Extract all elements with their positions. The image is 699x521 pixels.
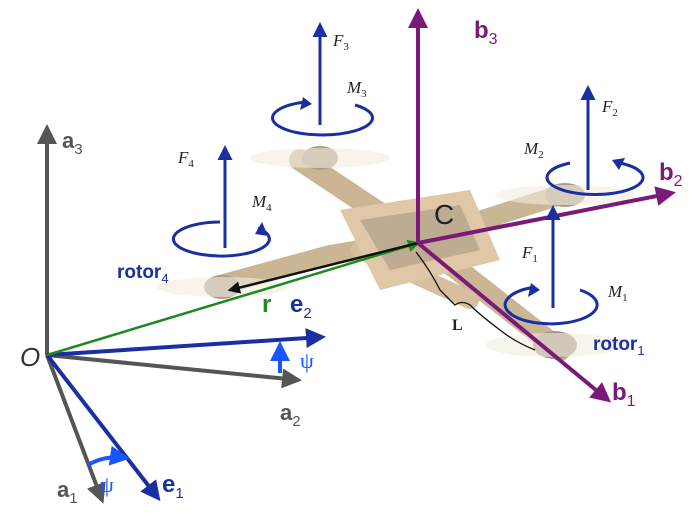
M3-label: M3 bbox=[346, 78, 367, 100]
rotor4-group bbox=[171, 145, 271, 258]
origin-label: O bbox=[20, 342, 40, 372]
b1-axis-arrow bbox=[416, 241, 612, 403]
e1-label: e1 bbox=[162, 471, 184, 502]
psi-label-e2: ψ bbox=[300, 348, 314, 373]
M1-moment-arc bbox=[503, 285, 599, 326]
M4-label: M4 bbox=[251, 192, 272, 214]
M2-moment-arc bbox=[545, 161, 645, 197]
rotor4-arm-vector bbox=[227, 241, 419, 294]
b2-label: b2 bbox=[659, 159, 683, 190]
a1-label: a1 bbox=[57, 477, 78, 507]
psi-arc-e1 bbox=[86, 445, 130, 467]
a3-label: a3 bbox=[62, 128, 83, 158]
b1-label: b1 bbox=[612, 379, 636, 410]
rotor3-group bbox=[271, 22, 374, 137]
rotor2-group bbox=[545, 85, 645, 197]
rotor1-label: rotor1 bbox=[593, 334, 645, 358]
r-position-vector bbox=[46, 239, 421, 357]
rotor1-group bbox=[503, 205, 599, 326]
F4-label: F4 bbox=[177, 148, 194, 170]
F3-label: F3 bbox=[332, 31, 349, 53]
e2-axis-arrow bbox=[46, 328, 326, 357]
F1-label: F1 bbox=[521, 243, 538, 265]
M4-moment-arrowhead bbox=[255, 222, 268, 236]
a2-axis-arrow bbox=[46, 353, 302, 389]
M3-moment-arrowhead bbox=[300, 97, 312, 110]
M1-moment-arrowhead bbox=[528, 283, 540, 297]
M2-label: M2 bbox=[523, 139, 544, 161]
M1-label: M1 bbox=[607, 282, 628, 304]
rotor4-label: rotor4 bbox=[117, 262, 169, 286]
e1-axis-arrow bbox=[45, 353, 161, 502]
r-label: r bbox=[262, 291, 271, 318]
psi-label-e1: ψ bbox=[100, 472, 114, 497]
F2-label: F2 bbox=[601, 97, 618, 119]
length-label: L bbox=[452, 317, 463, 334]
M4-moment-arc bbox=[171, 220, 271, 258]
b2-axis-arrow bbox=[417, 186, 676, 245]
drone-photo bbox=[157, 146, 635, 361]
e2-label: e2 bbox=[290, 291, 312, 322]
b3-label: b3 bbox=[474, 17, 498, 48]
a2-label: a2 bbox=[280, 400, 301, 430]
length-brace bbox=[415, 251, 536, 351]
center-label: C bbox=[434, 199, 454, 230]
M3-moment-arc bbox=[271, 100, 374, 137]
M2-moment-arrowhead bbox=[612, 158, 625, 170]
a1-axis-arrow bbox=[45, 354, 106, 504]
